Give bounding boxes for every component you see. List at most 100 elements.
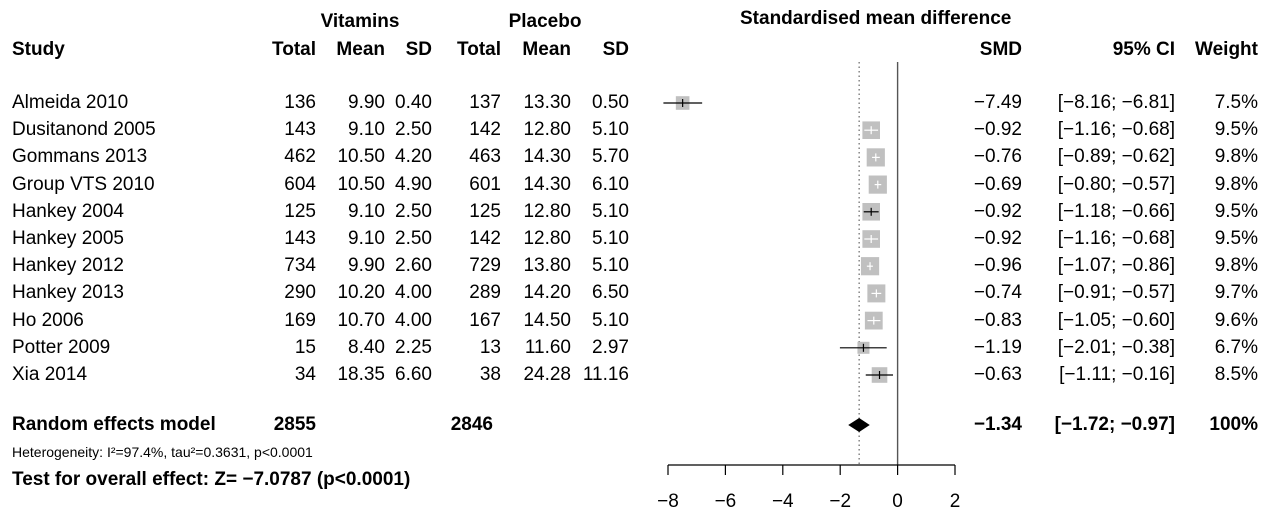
placebo-sd: 5.10 bbox=[592, 255, 629, 277]
x-tick-label: −8 bbox=[657, 491, 679, 512]
vitamins-total: 125 bbox=[284, 200, 316, 222]
weight-value: 9.8% bbox=[1214, 146, 1258, 168]
ci-value: [−1.16; −0.68] bbox=[1057, 228, 1175, 249]
col-header-p-sd: SD bbox=[602, 39, 629, 60]
vitamins-sd: 4.00 bbox=[395, 309, 432, 331]
vitamins-total: 734 bbox=[284, 255, 316, 277]
placebo-sd: 11.16 bbox=[582, 364, 629, 385]
placebo-mean: 14.30 bbox=[523, 173, 571, 195]
col-header-study: Study bbox=[12, 39, 65, 60]
placebo-mean: 13.30 bbox=[523, 92, 571, 113]
vitamins-sd: 2.25 bbox=[395, 336, 432, 358]
ci-value: [−0.80; −0.57] bbox=[1057, 173, 1175, 195]
vitamins-mean: 10.20 bbox=[337, 282, 385, 304]
ci-value: [−1.07; −0.86] bbox=[1057, 255, 1175, 277]
x-tick-label: −4 bbox=[772, 491, 794, 512]
weight-value: 6.7% bbox=[1214, 336, 1258, 358]
vitamins-total: 136 bbox=[284, 92, 316, 113]
vitamins-mean: 9.10 bbox=[348, 228, 385, 249]
study-name: Dusitanond 2005 bbox=[12, 119, 156, 141]
vitamins-sd: 2.50 bbox=[395, 119, 432, 141]
placebo-mean: 14.20 bbox=[523, 282, 571, 304]
weight-value: 9.5% bbox=[1214, 200, 1258, 222]
col-header-p-total: Total bbox=[457, 39, 501, 60]
vitamins-total: 143 bbox=[284, 119, 316, 141]
study-name: Hankey 2012 bbox=[12, 255, 124, 277]
vitamins-sd: 4.90 bbox=[395, 173, 432, 195]
vitamins-total: 143 bbox=[284, 228, 316, 249]
col-header-ci: 95% CI bbox=[1112, 39, 1175, 60]
x-tick-label: 0 bbox=[892, 491, 903, 512]
col-header-p-mean: Mean bbox=[522, 39, 571, 60]
placebo-total: 289 bbox=[469, 282, 501, 304]
weight-value: 9.7% bbox=[1214, 282, 1258, 304]
ci-value: [−0.89; −0.62] bbox=[1057, 146, 1175, 168]
vitamins-sd: 0.40 bbox=[395, 92, 432, 113]
study-name: Gommans 2013 bbox=[12, 146, 148, 168]
weight-value: 9.8% bbox=[1214, 255, 1258, 277]
vitamins-total: 462 bbox=[284, 146, 316, 168]
col-header-v-sd: SD bbox=[405, 39, 432, 60]
ci-value: [−0.91; −0.57] bbox=[1057, 282, 1175, 304]
placebo-sd: 5.10 bbox=[592, 309, 629, 331]
study-name: Hankey 2005 bbox=[12, 228, 124, 249]
placebo-mean: 24.28 bbox=[523, 364, 571, 385]
summary-weight: 100% bbox=[1209, 414, 1258, 435]
placebo-sd: 5.10 bbox=[592, 200, 629, 222]
study-name: Hankey 2013 bbox=[12, 282, 124, 304]
ci-value: [−1.11; −0.16] bbox=[1059, 364, 1175, 385]
placebo-sd: 6.50 bbox=[592, 282, 629, 304]
placebo-total: 142 bbox=[469, 119, 501, 141]
vitamins-total: 34 bbox=[294, 364, 316, 385]
placebo-total: 13 bbox=[479, 336, 501, 358]
x-tick-label: −2 bbox=[829, 491, 851, 512]
smd-value: −0.96 bbox=[973, 255, 1022, 277]
overall-effect-test: Test for overall effect: Z= −7.0787 (p<0… bbox=[12, 469, 411, 490]
placebo-total: 38 bbox=[479, 364, 501, 385]
group-header-placebo: Placebo bbox=[508, 11, 582, 32]
smd-value: −7.49 bbox=[973, 92, 1022, 113]
weight-value: 9.5% bbox=[1214, 228, 1258, 249]
placebo-total: 601 bbox=[469, 173, 501, 195]
placebo-sd: 2.97 bbox=[592, 336, 629, 358]
ci-value: [−8.16; −6.81] bbox=[1057, 92, 1175, 113]
placebo-total: 142 bbox=[469, 228, 501, 249]
placebo-total: 729 bbox=[469, 255, 501, 277]
vitamins-total: 604 bbox=[284, 173, 316, 195]
weight-value: 7.5% bbox=[1214, 92, 1258, 113]
vitamins-mean: 10.50 bbox=[337, 146, 385, 168]
smd-value: −1.19 bbox=[973, 336, 1022, 358]
placebo-mean: 13.80 bbox=[523, 255, 571, 277]
placebo-sd: 5.10 bbox=[592, 228, 629, 249]
weight-value: 9.8% bbox=[1214, 173, 1258, 195]
smd-value: −0.74 bbox=[973, 282, 1022, 304]
vitamins-sd: 6.60 bbox=[395, 364, 432, 385]
smd-value: −0.83 bbox=[973, 309, 1022, 331]
vitamins-mean: 9.10 bbox=[348, 119, 385, 141]
weight-value: 9.6% bbox=[1214, 309, 1258, 331]
col-header-v-total: Total bbox=[272, 39, 316, 60]
study-name: Hankey 2004 bbox=[12, 200, 124, 222]
x-tick-label: 2 bbox=[950, 491, 961, 512]
placebo-mean: 14.30 bbox=[523, 146, 571, 168]
placebo-sd: 5.70 bbox=[592, 146, 629, 168]
vitamins-sd: 4.00 bbox=[395, 282, 432, 304]
placebo-total: 125 bbox=[469, 200, 501, 222]
summary-v-total: 2855 bbox=[273, 414, 316, 435]
summary-label: Random effects model bbox=[12, 414, 216, 435]
vitamins-mean: 8.40 bbox=[348, 336, 385, 358]
vitamins-mean: 18.35 bbox=[337, 364, 385, 385]
weight-value: 9.5% bbox=[1214, 119, 1258, 141]
placebo-total: 137 bbox=[469, 92, 501, 113]
placebo-mean: 11.60 bbox=[524, 336, 571, 358]
placebo-mean: 12.80 bbox=[523, 228, 571, 249]
col-header-smd: SMD bbox=[979, 39, 1022, 60]
ci-value: [−1.05; −0.60] bbox=[1057, 309, 1175, 331]
smd-value: −0.92 bbox=[973, 119, 1022, 141]
smd-value: −0.69 bbox=[973, 173, 1022, 195]
placebo-mean: 12.80 bbox=[523, 119, 571, 141]
summary-smd: −1.34 bbox=[973, 414, 1022, 435]
placebo-mean: 12.80 bbox=[523, 200, 571, 222]
col-header-weight: Weight bbox=[1195, 39, 1258, 60]
